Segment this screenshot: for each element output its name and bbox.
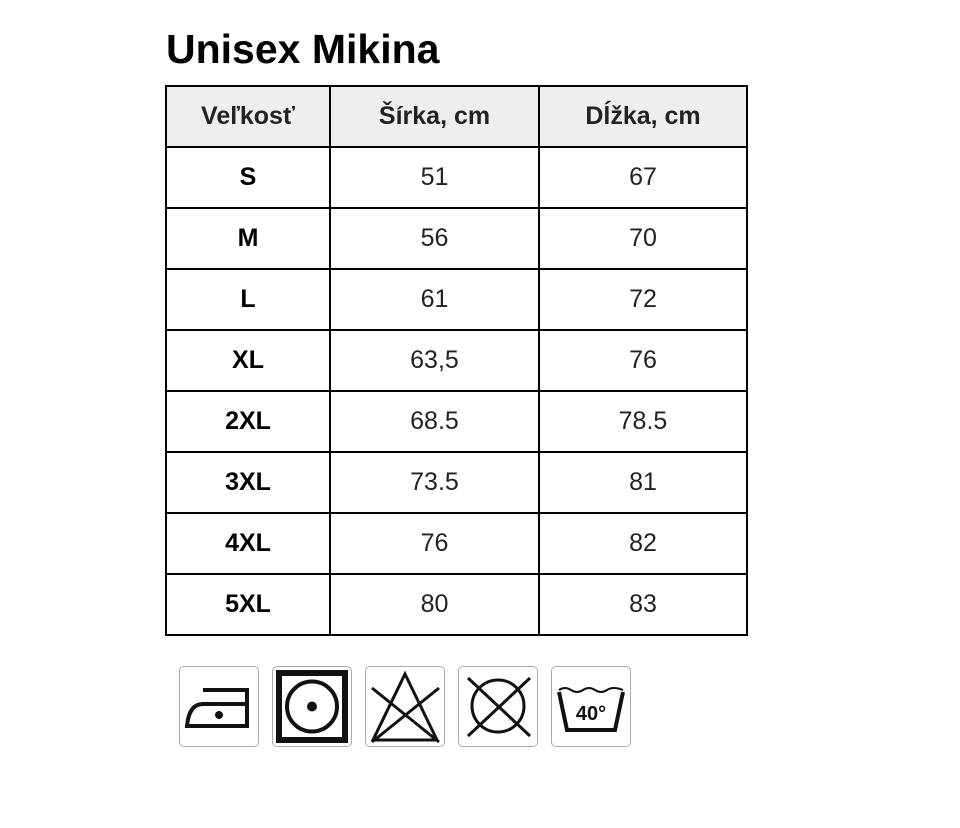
cell-width: 63,5: [329, 329, 540, 392]
cell-length: 81: [538, 451, 748, 514]
table-row: XL 63,5 76: [165, 329, 748, 392]
cell-size: 4XL: [165, 512, 331, 575]
header-size: Veľkosť: [165, 85, 331, 148]
table-row: 2XL 68.5 78.5: [165, 390, 748, 453]
cell-size: 2XL: [165, 390, 331, 453]
cell-size: XL: [165, 329, 331, 392]
cell-width: 61: [329, 268, 540, 331]
table-row: L 61 72: [165, 268, 748, 331]
table-row: 3XL 73.5 81: [165, 451, 748, 514]
cell-width: 73.5: [329, 451, 540, 514]
wash-40-icon: 40°: [551, 666, 631, 747]
tumble-dry-low-icon: [272, 666, 352, 747]
table-row: S 51 67: [165, 146, 748, 209]
cell-width: 68.5: [329, 390, 540, 453]
cell-length: 67: [538, 146, 748, 209]
header-length: Dĺžka, cm: [538, 85, 748, 148]
cell-width: 80: [329, 573, 540, 636]
table-header-row: Veľkosť Šírka, cm Dĺžka, cm: [165, 85, 748, 148]
cell-size: 5XL: [165, 573, 331, 636]
iron-low-heat-icon: [179, 666, 259, 747]
cell-length: 76: [538, 329, 748, 392]
do-not-bleach-icon: [365, 666, 445, 747]
cell-length: 72: [538, 268, 748, 331]
table-row: 4XL 76 82: [165, 512, 748, 575]
cell-length: 82: [538, 512, 748, 575]
table-row: 5XL 80 83: [165, 573, 748, 636]
cell-size: M: [165, 207, 331, 270]
cell-size: L: [165, 268, 331, 331]
table-row: M 56 70: [165, 207, 748, 270]
cell-width: 76: [329, 512, 540, 575]
header-width: Šírka, cm: [329, 85, 540, 148]
cell-size: 3XL: [165, 451, 331, 514]
page-title: Unisex Mikina: [166, 26, 440, 72]
cell-length: 78.5: [538, 390, 748, 453]
cell-size: S: [165, 146, 331, 209]
cell-length: 70: [538, 207, 748, 270]
do-not-dry-clean-icon: [458, 666, 538, 747]
cell-width: 51: [329, 146, 540, 209]
cell-length: 83: [538, 573, 748, 636]
wash-temperature-label: 40°: [576, 703, 606, 725]
care-icons: 40°: [179, 666, 631, 747]
size-table: Veľkosť Šírka, cm Dĺžka, cm S 51 67 M 56 70 L 6…: [165, 85, 748, 636]
cell-width: 56: [329, 207, 540, 270]
